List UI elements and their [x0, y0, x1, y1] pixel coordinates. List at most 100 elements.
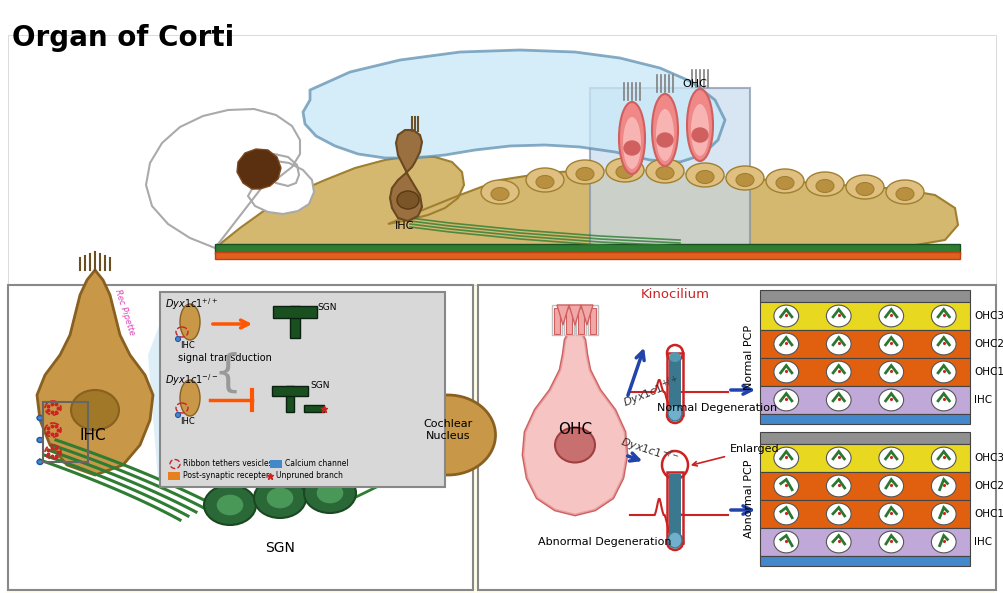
Ellipse shape: [176, 413, 181, 417]
Ellipse shape: [825, 361, 851, 383]
Ellipse shape: [931, 333, 955, 355]
Text: OHC1: OHC1: [973, 509, 1003, 519]
Text: Organ of Corti: Organ of Corti: [12, 24, 234, 52]
Ellipse shape: [490, 187, 509, 200]
Polygon shape: [215, 156, 957, 252]
Ellipse shape: [773, 305, 797, 327]
Polygon shape: [523, 325, 627, 515]
Ellipse shape: [878, 333, 903, 355]
Ellipse shape: [37, 460, 43, 464]
Text: OHC3: OHC3: [973, 453, 1003, 463]
Ellipse shape: [878, 447, 903, 469]
Polygon shape: [557, 305, 569, 325]
Bar: [477, 285, 995, 590]
Ellipse shape: [656, 133, 672, 147]
Bar: [564, 305, 574, 335]
Bar: [43, 402, 88, 462]
Ellipse shape: [775, 177, 793, 190]
Ellipse shape: [304, 473, 356, 513]
Ellipse shape: [773, 475, 797, 497]
Text: Calcium channel: Calcium channel: [285, 460, 348, 468]
Ellipse shape: [606, 158, 643, 182]
Ellipse shape: [400, 395, 495, 475]
Ellipse shape: [616, 165, 633, 178]
Ellipse shape: [624, 141, 639, 155]
Ellipse shape: [176, 336, 181, 342]
Text: Kinocilium: Kinocilium: [640, 289, 709, 301]
Polygon shape: [523, 325, 627, 515]
Ellipse shape: [825, 503, 851, 525]
Text: Enlarged: Enlarged: [692, 444, 779, 466]
Bar: [304, 405, 324, 412]
Ellipse shape: [931, 361, 955, 383]
Bar: [759, 330, 969, 358]
Ellipse shape: [667, 405, 681, 421]
Text: IHC: IHC: [80, 428, 106, 442]
Text: OHC1: OHC1: [973, 367, 1003, 377]
Bar: [668, 474, 680, 540]
Ellipse shape: [71, 390, 119, 430]
Ellipse shape: [566, 160, 604, 184]
Bar: [759, 472, 969, 500]
Ellipse shape: [805, 172, 844, 196]
Ellipse shape: [686, 89, 712, 161]
Ellipse shape: [685, 163, 723, 187]
Ellipse shape: [931, 305, 955, 327]
Bar: [759, 358, 969, 386]
Ellipse shape: [885, 180, 923, 204]
Ellipse shape: [526, 168, 564, 192]
Polygon shape: [5, 255, 994, 593]
Bar: [8, 35, 995, 285]
Bar: [668, 357, 680, 412]
Bar: [588, 305, 598, 335]
Polygon shape: [237, 149, 281, 189]
Text: Normal PCP: Normal PCP: [743, 324, 753, 390]
Bar: [590, 88, 749, 258]
Ellipse shape: [204, 485, 256, 525]
Bar: [578, 308, 584, 334]
Ellipse shape: [180, 304, 200, 340]
Ellipse shape: [619, 102, 644, 174]
Ellipse shape: [691, 128, 707, 142]
Ellipse shape: [931, 503, 955, 525]
Ellipse shape: [555, 428, 595, 463]
Polygon shape: [147, 297, 300, 480]
Polygon shape: [303, 50, 724, 162]
Bar: [159, 292, 444, 487]
Text: signal transduction: signal transduction: [178, 353, 272, 363]
Ellipse shape: [825, 447, 851, 469]
Ellipse shape: [37, 416, 43, 420]
Ellipse shape: [725, 166, 763, 190]
Ellipse shape: [645, 159, 683, 183]
Bar: [552, 305, 562, 335]
Text: $Dyx1c1^{+/+}$: $Dyx1c1^{+/+}$: [620, 372, 682, 412]
Ellipse shape: [773, 531, 797, 553]
Text: Normal Degeneration: Normal Degeneration: [656, 403, 776, 413]
Ellipse shape: [878, 503, 903, 525]
Text: IHC: IHC: [180, 417, 195, 426]
Bar: [554, 308, 560, 334]
Text: $Dyx1c1^{-/-}$: $Dyx1c1^{-/-}$: [618, 432, 680, 468]
Ellipse shape: [254, 478, 306, 518]
Ellipse shape: [878, 361, 903, 383]
Bar: [270, 460, 282, 468]
Ellipse shape: [651, 94, 677, 166]
Text: Post-synaptic recepter: Post-synaptic recepter: [183, 471, 269, 480]
Text: Abnormal PCP: Abnormal PCP: [743, 460, 753, 538]
Bar: [576, 305, 586, 335]
Polygon shape: [569, 305, 581, 325]
Ellipse shape: [536, 176, 554, 189]
Bar: [759, 432, 969, 444]
Ellipse shape: [773, 503, 797, 525]
Text: SGN: SGN: [317, 304, 336, 313]
Ellipse shape: [655, 109, 673, 161]
Ellipse shape: [825, 333, 851, 355]
Bar: [759, 414, 969, 424]
Ellipse shape: [655, 167, 673, 180]
Ellipse shape: [895, 187, 913, 200]
Bar: [759, 500, 969, 528]
Ellipse shape: [480, 180, 519, 204]
Ellipse shape: [878, 305, 903, 327]
Ellipse shape: [931, 389, 955, 411]
Ellipse shape: [825, 475, 851, 497]
